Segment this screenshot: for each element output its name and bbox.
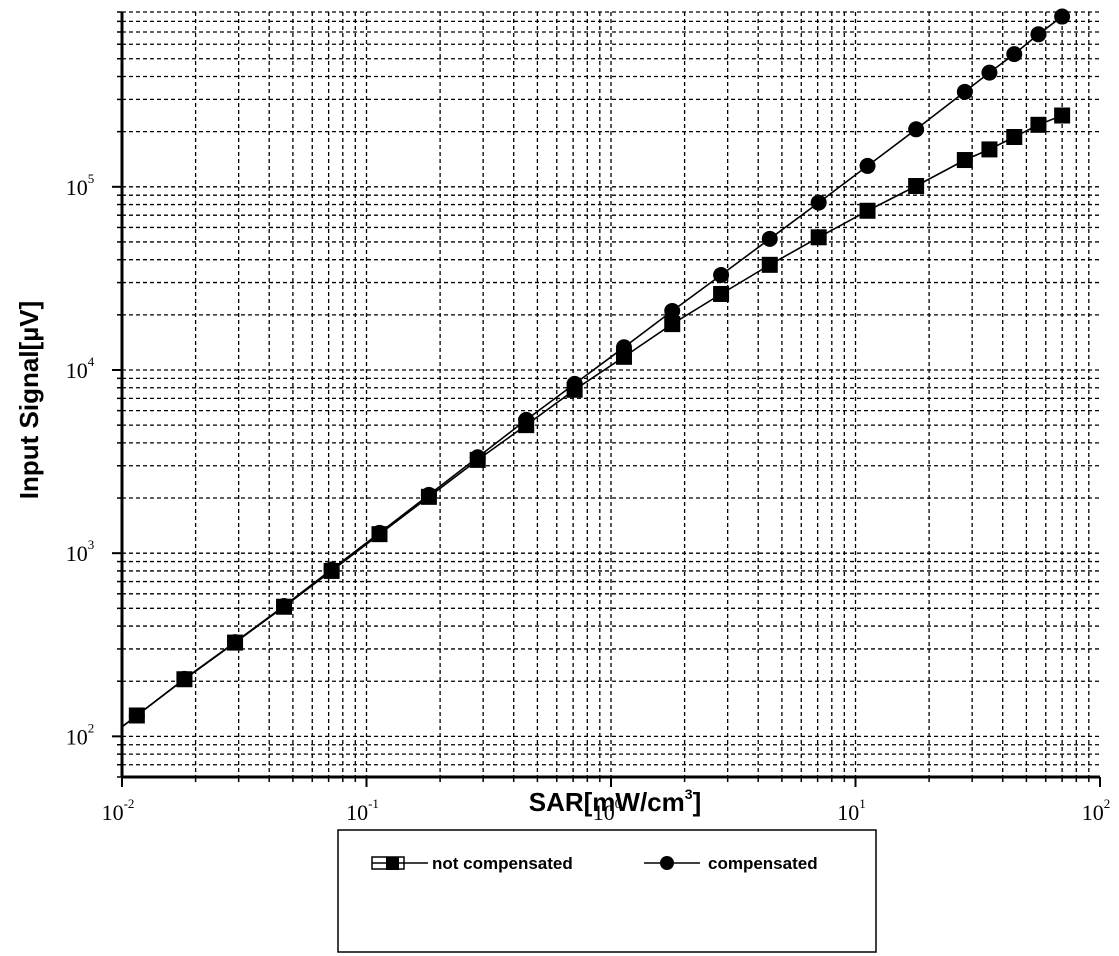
y-tick-labels: 102 103 104 105	[66, 171, 95, 750]
data-point-compensated	[128, 707, 145, 724]
data-point-not-compensated	[761, 256, 778, 273]
y-tick-label: 105	[66, 171, 95, 200]
legend-item-compensated: compensated	[644, 854, 818, 873]
data-point-not-compensated	[664, 316, 681, 333]
data-point-compensated	[956, 83, 973, 100]
series	[121, 8, 1071, 728]
legend-item-not-compensated: not compensated	[371, 854, 573, 873]
legend-label-not-compensated: not compensated	[432, 854, 573, 873]
data-point-compensated	[371, 524, 388, 541]
legend-box	[337, 829, 877, 953]
x-tick-label: 101	[837, 796, 866, 825]
x-axis-label: SAR[mW/cm3]	[529, 786, 701, 817]
data-point-compensated	[276, 597, 293, 614]
data-point-not-compensated	[713, 285, 730, 302]
legend-label-compensated: compensated	[708, 854, 818, 873]
legend-marker-circle	[660, 856, 674, 870]
data-point-not-compensated	[1030, 116, 1047, 133]
data-point-compensated	[518, 411, 535, 428]
x-tick-label: 100	[593, 796, 622, 825]
data-point-compensated	[566, 375, 583, 392]
data-point-compensated	[176, 670, 193, 687]
x-tick-label: 10-2	[102, 796, 135, 825]
x-tick-label: 10-1	[346, 796, 379, 825]
data-point-not-compensated	[1054, 107, 1071, 124]
axes	[112, 11, 1101, 787]
y-axis-label: Input Signal[µV]	[14, 301, 44, 499]
legend: not compensated compensated	[337, 829, 877, 953]
data-point-compensated	[761, 230, 778, 247]
data-point-compensated	[323, 561, 340, 578]
data-point-compensated	[1054, 8, 1071, 25]
data-point-compensated	[664, 302, 681, 319]
data-point-not-compensated	[981, 141, 998, 158]
data-point-compensated	[227, 634, 244, 651]
data-point-compensated	[981, 64, 998, 81]
data-point-not-compensated	[1006, 129, 1023, 146]
grid	[122, 11, 1100, 778]
x-tick-label: 102	[1082, 796, 1111, 825]
data-point-compensated	[420, 486, 437, 503]
y-tick-label: 102	[66, 720, 95, 749]
data-point-compensated	[615, 339, 632, 356]
data-point-compensated	[469, 449, 486, 466]
data-point-compensated	[713, 267, 730, 284]
data-point-not-compensated	[810, 229, 827, 246]
data-point-compensated	[1030, 26, 1047, 43]
legend-marker-square	[386, 857, 399, 870]
x-tick-labels: 10-2 10-1 100 101 102	[102, 796, 1111, 825]
data-point-compensated	[810, 194, 827, 211]
data-point-compensated	[908, 121, 925, 138]
data-point-not-compensated	[908, 178, 925, 195]
data-point-compensated	[859, 157, 876, 174]
y-tick-label: 103	[66, 537, 95, 566]
data-point-not-compensated	[956, 152, 973, 169]
data-point-compensated	[1006, 46, 1023, 63]
data-point-not-compensated	[859, 202, 876, 219]
y-tick-label: 104	[66, 354, 95, 383]
series-compensated	[121, 8, 1071, 728]
